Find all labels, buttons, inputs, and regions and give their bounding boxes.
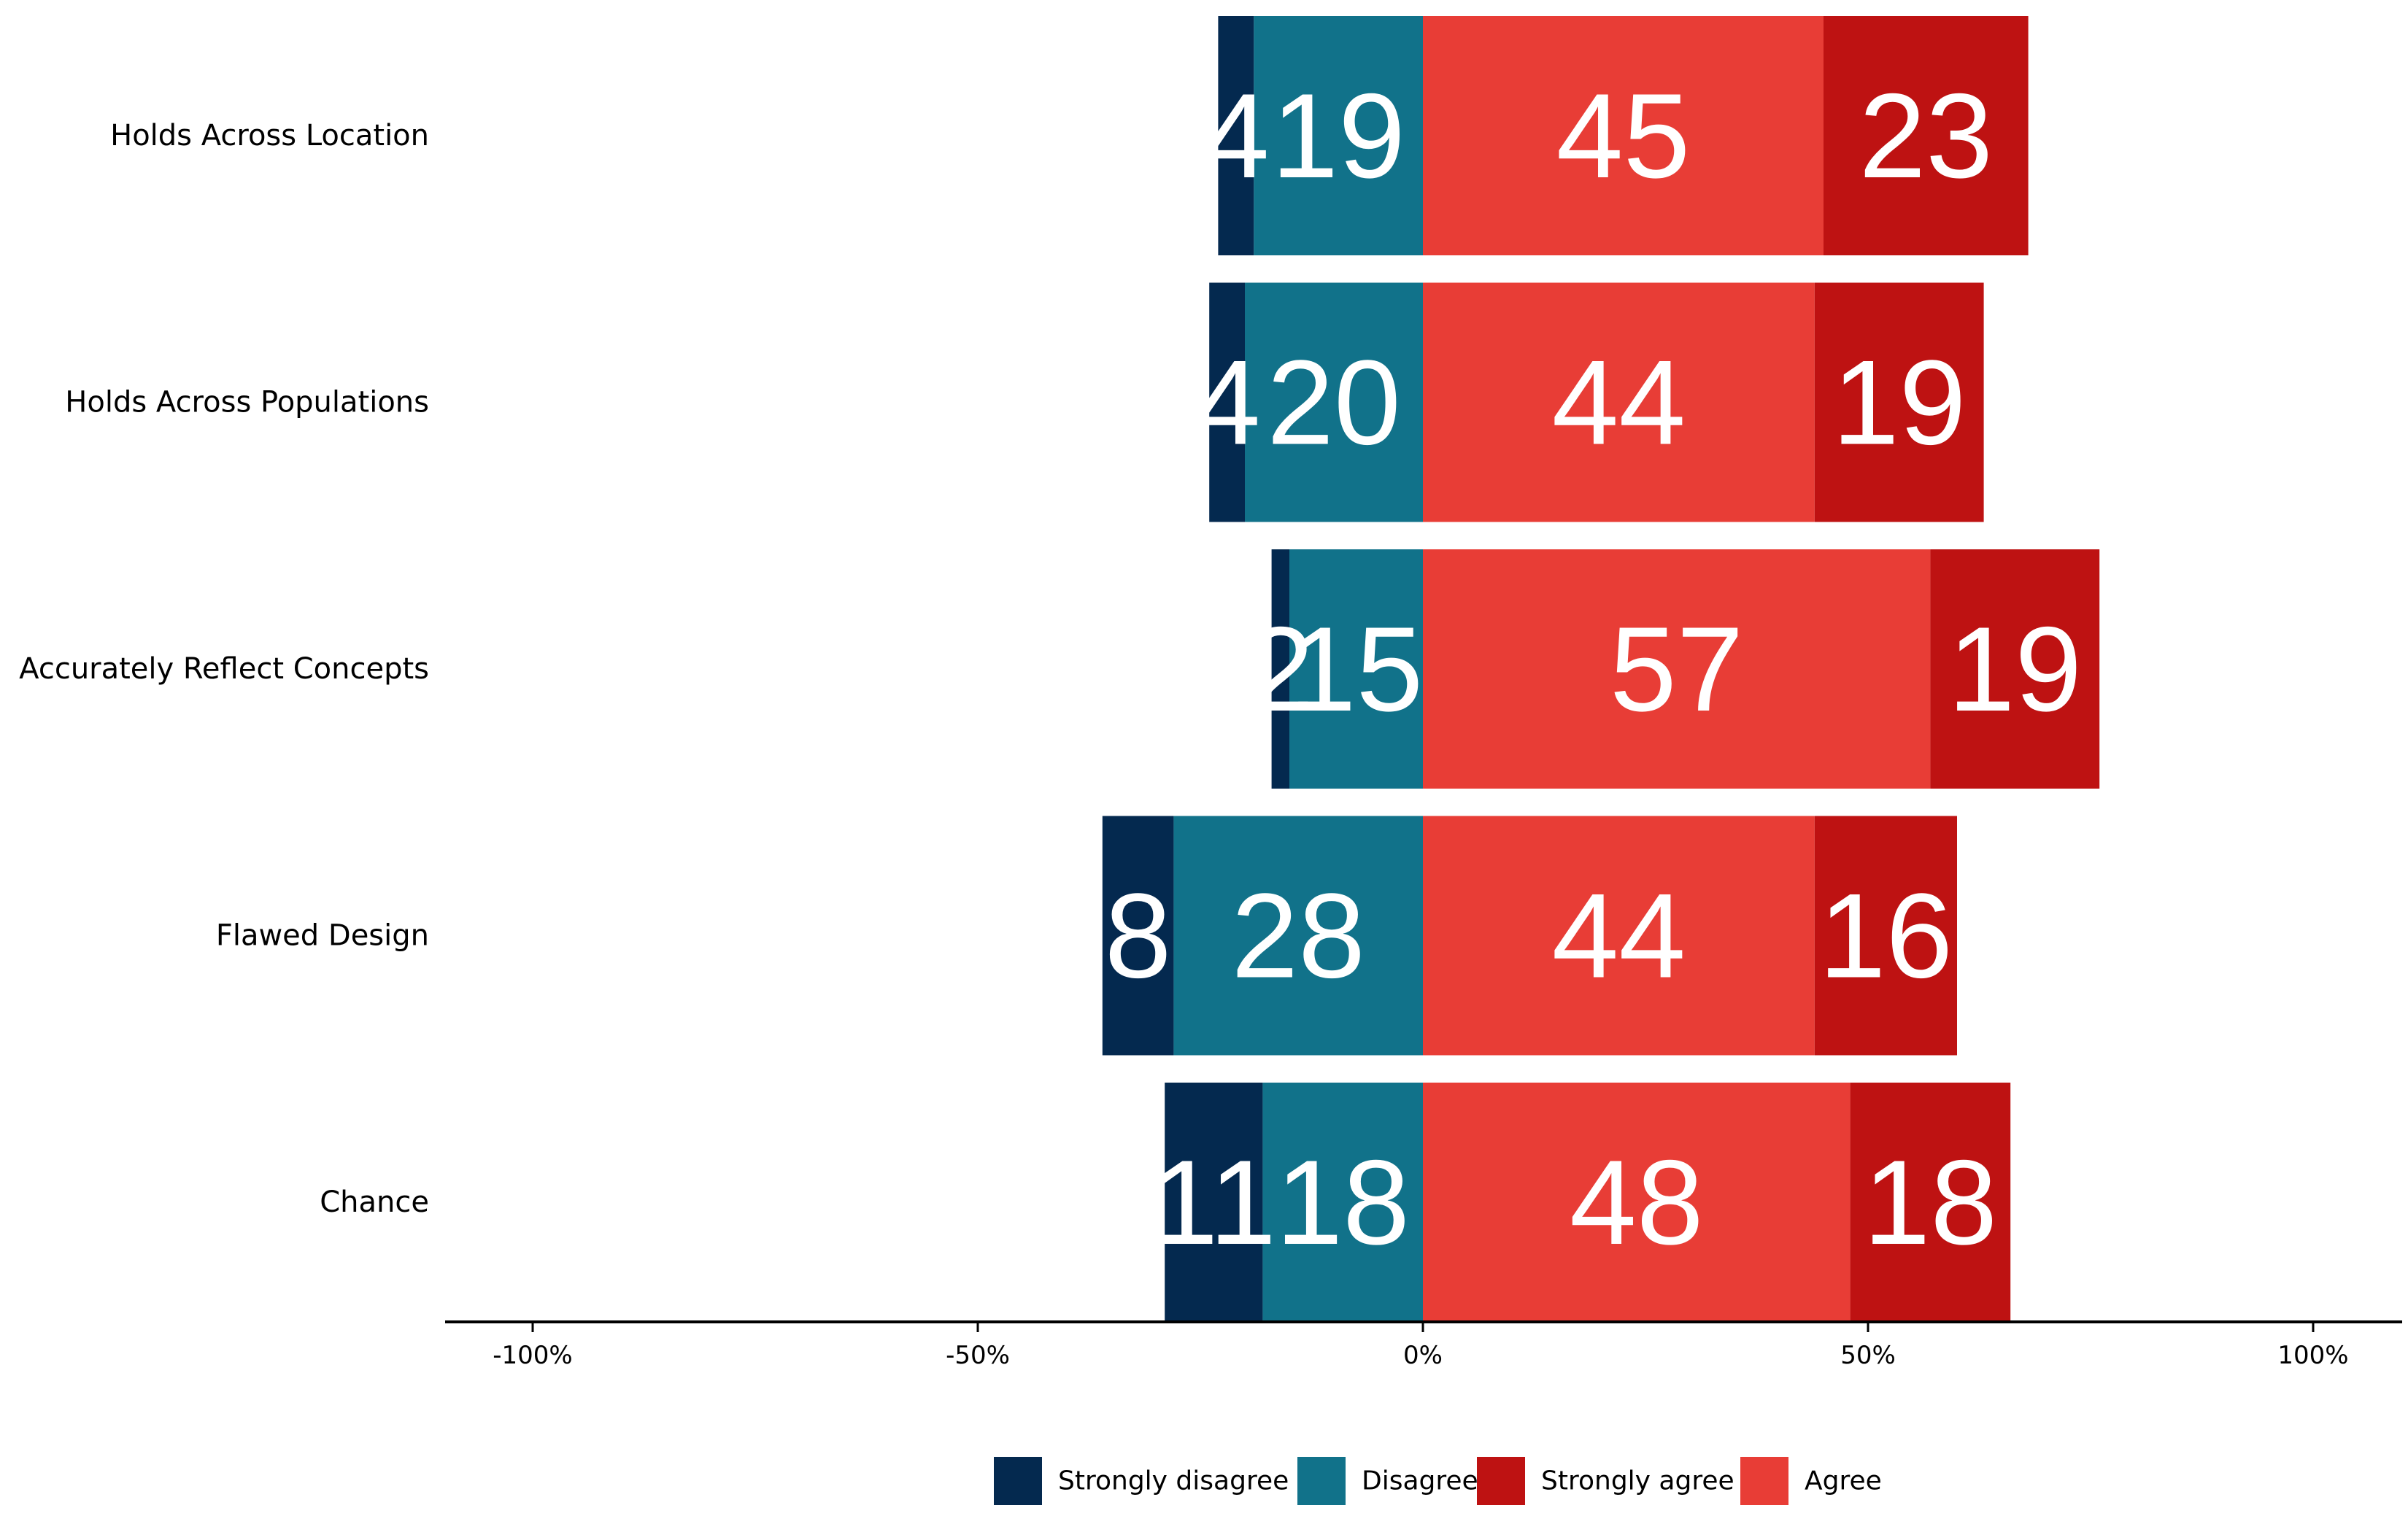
legend-label: Strongly agree xyxy=(1541,1466,1734,1496)
x-axis: -100% -50% 0% 50% 100% xyxy=(445,1320,2402,1370)
x-tick-label: -50% xyxy=(946,1341,1010,1370)
bar-segment-disagree xyxy=(1289,549,1423,789)
legend-item-strongly_disagree[interactable]: Strongly disagree xyxy=(994,1457,1289,1505)
data-label-agree: 44 xyxy=(1552,336,1686,470)
data-label-disagree: 20 xyxy=(1267,336,1401,470)
bar-segment-strongly_agree xyxy=(1814,282,1984,522)
bar-segment-strongly_agree xyxy=(1930,549,2100,789)
legend-label: Disagree xyxy=(1362,1466,1478,1496)
data-label-strongly_agree: 23 xyxy=(1859,69,1994,203)
bar-segment-agree xyxy=(1423,816,1815,1056)
bar-segment-disagree xyxy=(1245,282,1423,522)
data-label-strongly_disagree: 4 xyxy=(1203,69,1270,203)
bar-segment-disagree xyxy=(1262,1083,1423,1322)
bar-segment-strongly_disagree xyxy=(1102,816,1174,1056)
bar-segment-strongly_disagree xyxy=(1218,16,1254,255)
legend-label: Strongly disagree xyxy=(1058,1466,1289,1496)
legend-swatch xyxy=(1477,1457,1525,1505)
x-tick-label: -100% xyxy=(493,1341,572,1370)
data-label-disagree: 18 xyxy=(1276,1135,1410,1269)
legend-item-strongly_agree[interactable]: Strongly agree xyxy=(1477,1457,1734,1505)
category-labels: Holds Across Location Holds Across Popula… xyxy=(19,119,429,1219)
category-label: Accurately Reflect Concepts xyxy=(19,652,429,686)
bar-segment-agree xyxy=(1423,549,1931,789)
bar-segment-strongly_disagree xyxy=(1209,282,1245,522)
data-label-strongly_disagree: 2 xyxy=(1247,602,1314,736)
data-label-agree: 45 xyxy=(1556,69,1691,203)
bar-segment-strongly_agree xyxy=(1814,816,1957,1056)
category-label: Flawed Design xyxy=(216,919,429,953)
legend-swatch xyxy=(994,1457,1042,1505)
legend-item-disagree[interactable]: Disagree xyxy=(1297,1457,1478,1505)
bars-layer xyxy=(1102,16,2100,1322)
bar-segment-strongly_disagree xyxy=(1271,549,1289,789)
category-label: Chance xyxy=(320,1185,429,1219)
x-tick-label: 50% xyxy=(1840,1341,1896,1370)
data-label-strongly_agree: 18 xyxy=(1864,1135,1998,1269)
data-label-strongly_agree: 16 xyxy=(1819,869,1953,1003)
category-label: Holds Across Location xyxy=(110,119,429,152)
bar-segment-disagree xyxy=(1173,816,1423,1056)
data-label-strongly_disagree: 8 xyxy=(1105,869,1172,1003)
data-label-strongly_agree: 19 xyxy=(1832,336,1967,470)
bar-segment-strongly_disagree xyxy=(1165,1083,1263,1322)
data-label-agree: 44 xyxy=(1552,869,1686,1003)
data-label-strongly_disagree: 11 xyxy=(1151,1135,1276,1269)
legend-item-agree[interactable]: Agree xyxy=(1740,1457,1882,1505)
bar-segment-disagree xyxy=(1254,16,1423,255)
data-label-strongly_disagree: 4 xyxy=(1194,336,1261,470)
x-tick-label: 0% xyxy=(1403,1341,1443,1370)
legend-swatch xyxy=(1740,1457,1788,1505)
data-label-agree: 57 xyxy=(1610,602,1744,736)
category-label: Holds Across Populations xyxy=(65,386,429,419)
bar-segment-agree xyxy=(1423,282,1815,522)
x-tick-label: 100% xyxy=(2277,1341,2348,1370)
data-label-agree: 48 xyxy=(1570,1135,1704,1269)
legend-swatch xyxy=(1297,1457,1346,1505)
legend[interactable]: Strongly disagree Disagree Strongly agree A… xyxy=(994,1457,1882,1505)
bar-segment-agree xyxy=(1423,1083,1851,1322)
data-label-strongly_agree: 19 xyxy=(1948,602,2083,736)
data-label-disagree: 28 xyxy=(1231,869,1365,1003)
bar-segment-strongly_agree xyxy=(1824,16,2029,255)
data-label-disagree: 15 xyxy=(1289,602,1424,736)
data-label-disagree: 19 xyxy=(1271,69,1405,203)
bar-segment-agree xyxy=(1423,16,1824,255)
bar-segment-strongly_agree xyxy=(1850,1083,2011,1322)
legend-label: Agree xyxy=(1805,1466,1882,1496)
